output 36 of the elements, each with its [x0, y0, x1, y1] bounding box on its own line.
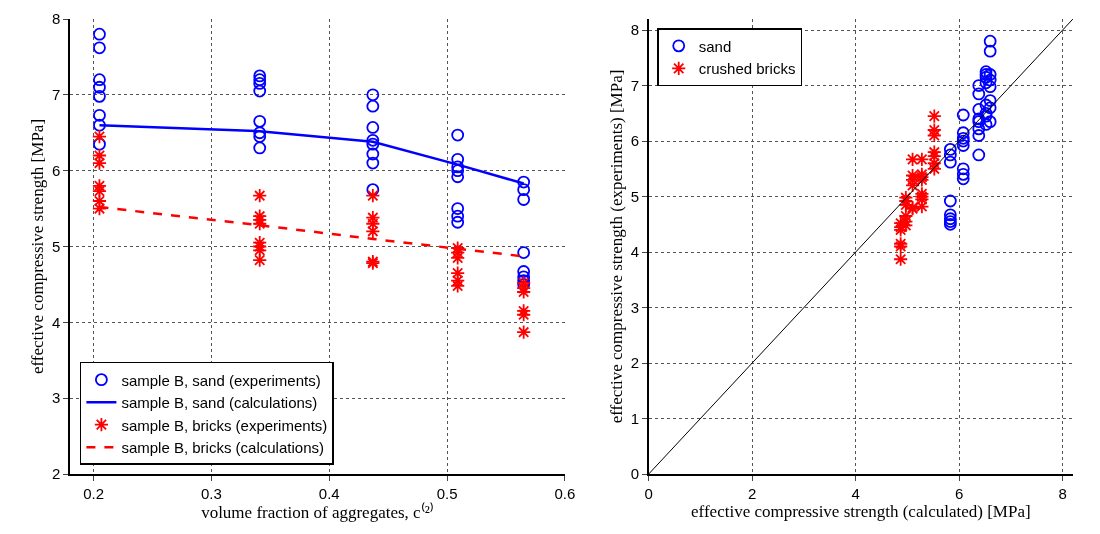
x-tick-label: 0.3	[200, 484, 222, 502]
y-tick-label: 4	[630, 243, 639, 261]
x-tick-label: 0.4	[318, 484, 340, 502]
x-tick-label: 0.2	[83, 484, 104, 502]
y-axis-title: effective compressive strength [MPa]	[27, 118, 47, 375]
y-tick-label: 5	[630, 187, 639, 205]
y-tick-label: 2	[630, 354, 639, 372]
x-axis-title: effective compressive strength (calculated) [MPa]	[691, 501, 1031, 521]
y-tick-label: 8	[51, 10, 61, 28]
y-tick-label: 1	[630, 409, 639, 427]
y-tick-label: 2	[51, 465, 61, 483]
x-tick-label: 0.5	[436, 484, 458, 502]
y-tick-label: 7	[51, 86, 61, 104]
y-tick-label: 7	[630, 76, 639, 94]
x-tick-label: 2	[748, 484, 757, 502]
legend-label: sand	[698, 37, 732, 55]
legend-label: sample B, bricks (calculations)	[121, 439, 324, 456]
y-tick-label: 6	[51, 161, 61, 179]
y-tick-label: 8	[630, 21, 639, 39]
y-tick-label: 3	[51, 389, 61, 407]
legend-label: sample B, sand (experiments)	[121, 371, 321, 389]
y-tick-label: 3	[630, 298, 639, 316]
y-tick-label: 4	[51, 313, 61, 331]
x-tick-label: 0	[644, 484, 653, 502]
legend-label: sample B, bricks (experiments)	[121, 416, 328, 434]
x-tick-label: 6	[954, 484, 964, 502]
x-tick-label: 8	[1058, 484, 1067, 502]
x-axis-title: volume fraction of aggregates, c⁽²⁾	[201, 501, 434, 522]
y-tick-label: 6	[630, 132, 639, 150]
x-tick-label: 0.6	[554, 484, 576, 502]
y-tick-label: 5	[51, 237, 61, 255]
y-axis-title: effective compressive strength (experiments) [MPa]	[606, 69, 626, 424]
y-tick-label: 0	[630, 465, 639, 483]
x-tick-label: 4	[851, 484, 860, 502]
legend-label: sample B, sand (calculations)	[121, 394, 318, 411]
legend-label: crushed bricks	[698, 60, 796, 78]
